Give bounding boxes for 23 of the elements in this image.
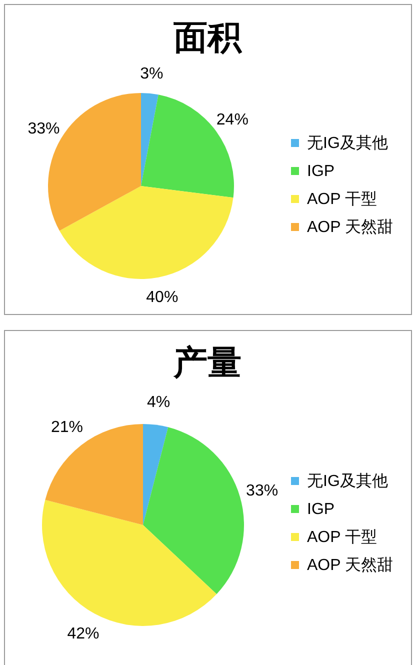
legend-label: 无IG及其他	[307, 134, 388, 152]
pie-slice	[60, 186, 234, 279]
pie-slice	[143, 427, 244, 594]
data-label: 21%	[50, 419, 84, 436]
pie-slice	[42, 500, 217, 626]
legend-label: 无IG及其他	[307, 472, 388, 490]
data-label: 24%	[216, 112, 248, 129]
legend-label: AOP 天然甜	[307, 556, 393, 574]
pie-slice	[143, 424, 168, 525]
data-label: 42%	[67, 626, 100, 643]
legend-label: AOP 天然甜	[307, 218, 393, 236]
legend-label: AOP 干型	[307, 529, 377, 546]
pie-slice	[141, 93, 158, 186]
data-label: 33%	[246, 482, 278, 500]
legend-label: IGP	[307, 163, 335, 180]
data-label: 3%	[140, 66, 164, 82]
data-label: 4%	[146, 394, 170, 411]
chart-title: 面积	[174, 19, 242, 57]
chart-title: 产量	[172, 344, 242, 382]
legend-label: AOP 干型	[307, 191, 377, 208]
data-label: 40%	[146, 289, 178, 306]
data-label: 33%	[28, 120, 60, 138]
legend-label: IGP	[307, 501, 335, 518]
